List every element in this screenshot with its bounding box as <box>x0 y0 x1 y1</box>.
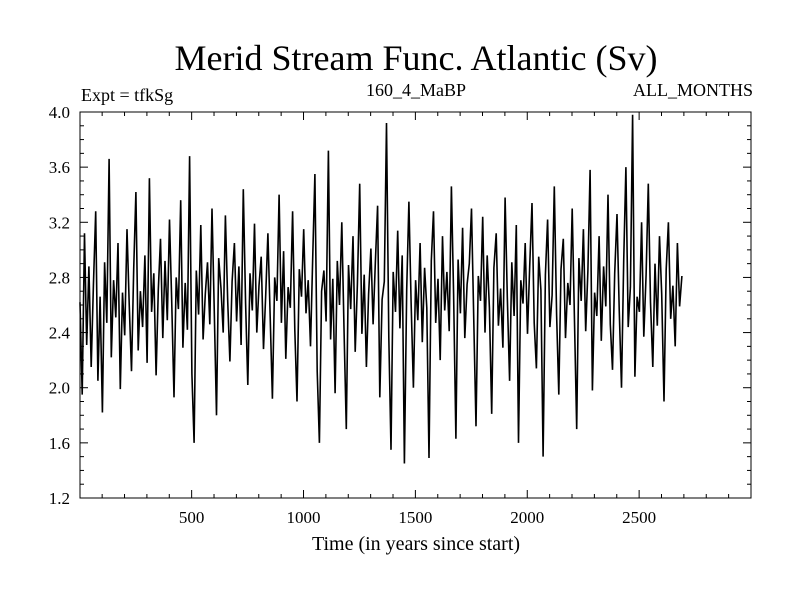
x-axis-label: Time (in years since start) <box>312 533 520 555</box>
chart-title: Merid Stream Func. Atlantic (Sv) <box>175 38 658 78</box>
axis-ticks <box>80 111 751 499</box>
plot-frame <box>79 111 752 499</box>
x-tick-label: 500 <box>179 508 205 527</box>
x-tick-label: 2000 <box>510 508 544 527</box>
x-tick-label: 1000 <box>287 508 321 527</box>
y-tick-label: 4.0 <box>49 103 70 122</box>
x-tick-label: 2500 <box>622 508 656 527</box>
y-tick-label: 1.2 <box>49 489 70 508</box>
series-line-0 <box>79 114 683 464</box>
months-label: ALL_MONTHS <box>633 80 753 100</box>
y-tick-label: 2.4 <box>49 324 71 343</box>
axis-tick-labels: 500 1000 1500 2000 2500 1.2 1.6 2.0 2.4 2.8 3.2 3.6… <box>49 103 656 527</box>
period-label: 160_4_MaBP <box>366 80 466 100</box>
experiment-label: Expt = tfkSg <box>81 85 173 105</box>
y-tick-label: 3.2 <box>49 213 70 232</box>
y-tick-label: 3.6 <box>49 158 70 177</box>
y-tick-label: 1.6 <box>49 434 70 453</box>
plot-series <box>79 114 683 464</box>
y-tick-label: 2.8 <box>49 268 70 287</box>
y-tick-label: 2.0 <box>49 379 70 398</box>
x-tick-label: 1500 <box>398 508 432 527</box>
